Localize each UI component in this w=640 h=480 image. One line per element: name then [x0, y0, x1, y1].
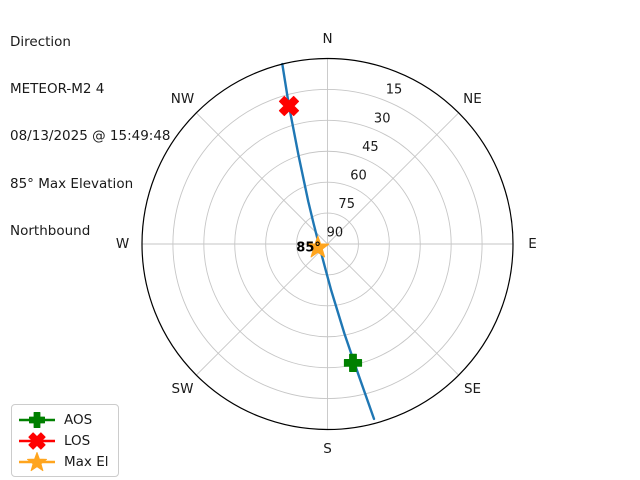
max-el-annotation: 85°	[296, 241, 321, 256]
legend-label-aos: AOS	[64, 411, 93, 428]
aos-marker	[343, 353, 363, 373]
legend-label-max-el: Max El	[64, 453, 109, 470]
elevation-tick-15: 15	[386, 83, 403, 98]
compass-label-e: E	[528, 236, 537, 252]
los-marker	[278, 95, 300, 117]
compass-label-nw: NW	[171, 91, 194, 107]
compass-label-w: W	[116, 236, 129, 252]
legend-item-max-el: Max El	[17, 451, 108, 472]
pass-info: Direction METEOR-M2 4 08/13/2025 @ 15:49…	[10, 3, 171, 272]
elevation-tick-30: 30	[374, 111, 391, 126]
compass-label-n: N	[322, 31, 332, 47]
pass-info-direction: Northbound	[10, 223, 91, 240]
azimuth-spoke-nw	[195, 112, 328, 245]
legend-item-los: LOS	[17, 430, 108, 451]
aos-plus-icon	[19, 411, 55, 428]
elevation-tick-90: 90	[327, 226, 344, 241]
pass-info-timestamp: 08/13/2025 @ 15:49:48	[10, 128, 171, 145]
max-el-star-icon	[19, 451, 55, 471]
pass-info-satellite: METEOR-M2 4	[10, 80, 105, 97]
elevation-tick-75: 75	[338, 197, 355, 212]
legend-item-aos: AOS	[17, 409, 108, 430]
los-legend-marker	[28, 431, 46, 450]
azimuth-spoke-sw	[195, 243, 328, 376]
azimuth-spoke-se	[327, 243, 460, 376]
horizon-circle	[141, 57, 514, 431]
aos-legend-marker	[29, 411, 45, 428]
los-x-icon	[19, 431, 55, 450]
elevation-tick-60: 60	[350, 168, 367, 183]
legend-label-los: LOS	[64, 432, 91, 449]
legend: AOS LOS Max El	[11, 404, 120, 477]
compass-label-s: S	[323, 441, 332, 457]
max-el-marker	[306, 235, 330, 258]
pass-info-max-elevation: 85° Max Elevation	[10, 175, 134, 192]
max-el-legend-marker	[26, 451, 48, 471]
pass-info-title: Direction	[10, 33, 71, 50]
compass-label-ne: NE	[463, 91, 482, 107]
compass-label-se: SE	[464, 381, 481, 397]
azimuth-spoke-ne	[327, 112, 460, 245]
compass-label-sw: SW	[172, 381, 194, 397]
elevation-tick-45: 45	[362, 140, 379, 155]
